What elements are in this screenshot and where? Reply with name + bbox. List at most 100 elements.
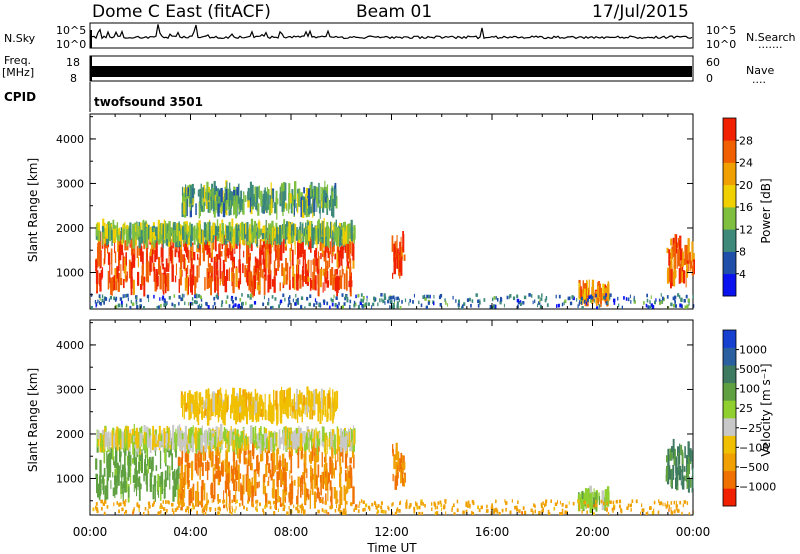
data-cell (117, 235, 120, 252)
data-cell (445, 511, 447, 515)
data-cell (213, 181, 216, 202)
data-cell (305, 432, 308, 450)
data-cell (340, 231, 343, 245)
data-cell (107, 454, 110, 469)
data-cell (171, 453, 173, 471)
data-cell (320, 253, 322, 260)
data-cell (173, 511, 175, 515)
data-cell (318, 303, 321, 308)
data-cell (245, 393, 248, 409)
data-cell (447, 303, 449, 307)
freq-tick-top: 18 (66, 56, 80, 69)
x-tick-label: 00:00 (73, 525, 108, 539)
data-cell (325, 510, 328, 514)
data-cell (680, 249, 683, 261)
data-cell (333, 487, 336, 499)
data-cell (451, 506, 453, 510)
data-cell (148, 225, 150, 240)
data-cell (198, 457, 200, 468)
data-cell (607, 512, 610, 515)
data-cell (198, 408, 200, 415)
data-cell (181, 293, 183, 298)
data-cell (344, 233, 346, 244)
data-cell (541, 293, 543, 297)
data-cell (461, 304, 464, 308)
data-cell (177, 230, 180, 238)
data-cell (122, 500, 126, 505)
data-cell (254, 186, 257, 203)
data-cell (311, 438, 313, 449)
data-cell (269, 402, 272, 423)
data-cell (497, 298, 499, 302)
data-cell (148, 456, 151, 470)
data-cell (217, 270, 219, 282)
data-cell (95, 502, 98, 506)
data-cell (219, 223, 221, 243)
data-cell (188, 510, 190, 514)
data-cell (95, 458, 98, 470)
data-cell (276, 449, 279, 470)
data-cell (97, 439, 100, 446)
data-cell (202, 511, 204, 515)
colorbar-tick-label: 20 (739, 179, 753, 192)
data-cell (242, 396, 245, 414)
data-cell (260, 408, 263, 417)
data-cell (229, 191, 232, 209)
data-cell (286, 389, 288, 410)
data-cell (172, 471, 175, 480)
data-cell (595, 293, 597, 298)
data-cell (217, 506, 220, 511)
data-cell (211, 486, 213, 499)
data-cell (687, 238, 690, 255)
data-cell (258, 462, 260, 477)
data-cell (255, 506, 257, 511)
data-cell (392, 272, 394, 279)
data-cell (274, 297, 277, 301)
data-cell (106, 451, 108, 469)
data-cell (96, 228, 98, 237)
data-cell (395, 465, 398, 475)
data-cell (393, 454, 396, 470)
data-cell (103, 258, 105, 266)
data-cell (186, 506, 190, 510)
data-cell (121, 470, 123, 489)
data-cell (274, 430, 276, 439)
data-cell (241, 301, 244, 306)
data-cell (255, 500, 258, 504)
data-cell (265, 219, 267, 239)
data-cell (673, 271, 676, 287)
data-cell (252, 427, 255, 443)
beam-title: Beam 01 (356, 2, 432, 22)
data-cell (300, 509, 303, 514)
data-cell (187, 187, 190, 196)
data-cell (191, 244, 193, 266)
data-cell (293, 273, 296, 290)
data-cell (670, 302, 673, 307)
data-cell (653, 508, 655, 513)
data-cell (291, 475, 293, 495)
data-cell (272, 449, 274, 461)
data-cell (143, 431, 146, 445)
data-cell (157, 435, 159, 448)
data-cell (279, 186, 281, 196)
data-cell (633, 300, 636, 304)
data-cell (418, 300, 420, 305)
data-cell (578, 503, 581, 508)
data-cell (157, 474, 160, 491)
data-cell (178, 301, 180, 306)
data-cell (140, 483, 142, 490)
data-cell (286, 409, 288, 417)
data-cell (330, 505, 333, 510)
data-cell (216, 436, 220, 448)
data-cell (153, 242, 155, 255)
data-cell (97, 243, 99, 262)
data-cell (257, 409, 260, 422)
data-cell (538, 510, 541, 515)
data-cell (311, 479, 314, 495)
data-cell (244, 438, 246, 450)
data-cell (254, 265, 257, 273)
data-cell (143, 306, 145, 309)
data-cell (456, 508, 459, 512)
data-cell (516, 507, 519, 512)
data-cell (226, 238, 228, 256)
